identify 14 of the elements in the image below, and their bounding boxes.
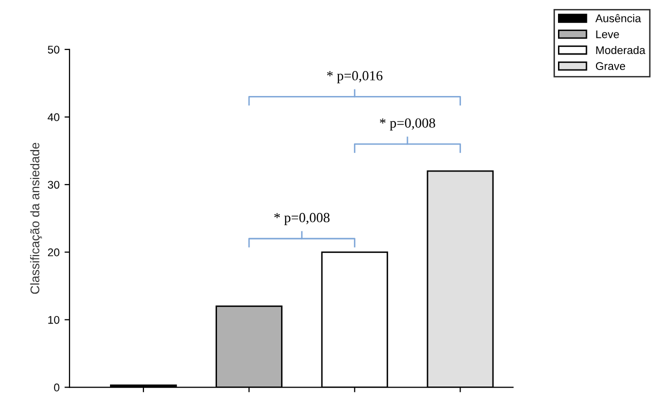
legend-label: Moderada	[596, 46, 646, 54]
y-tick-label: 40	[48, 113, 60, 122]
annotation: * p=0,008	[274, 212, 330, 226]
y-axis-title: Classificação da ansiedade	[30, 142, 42, 294]
y-tick-label: 50	[48, 46, 60, 54]
y-tick-label: 10	[48, 316, 60, 324]
annotation: * p=0,016	[327, 71, 382, 84]
legend-label: Ausência	[595, 14, 642, 22]
legend-label: Leve	[596, 30, 619, 38]
y-tick-label: 30	[48, 180, 60, 189]
annotation: * p=0,008	[380, 118, 436, 131]
legend-label: Grave	[596, 62, 626, 70]
y-tick-label: 0	[54, 384, 60, 392]
y-tick-label: 20	[48, 248, 60, 256]
